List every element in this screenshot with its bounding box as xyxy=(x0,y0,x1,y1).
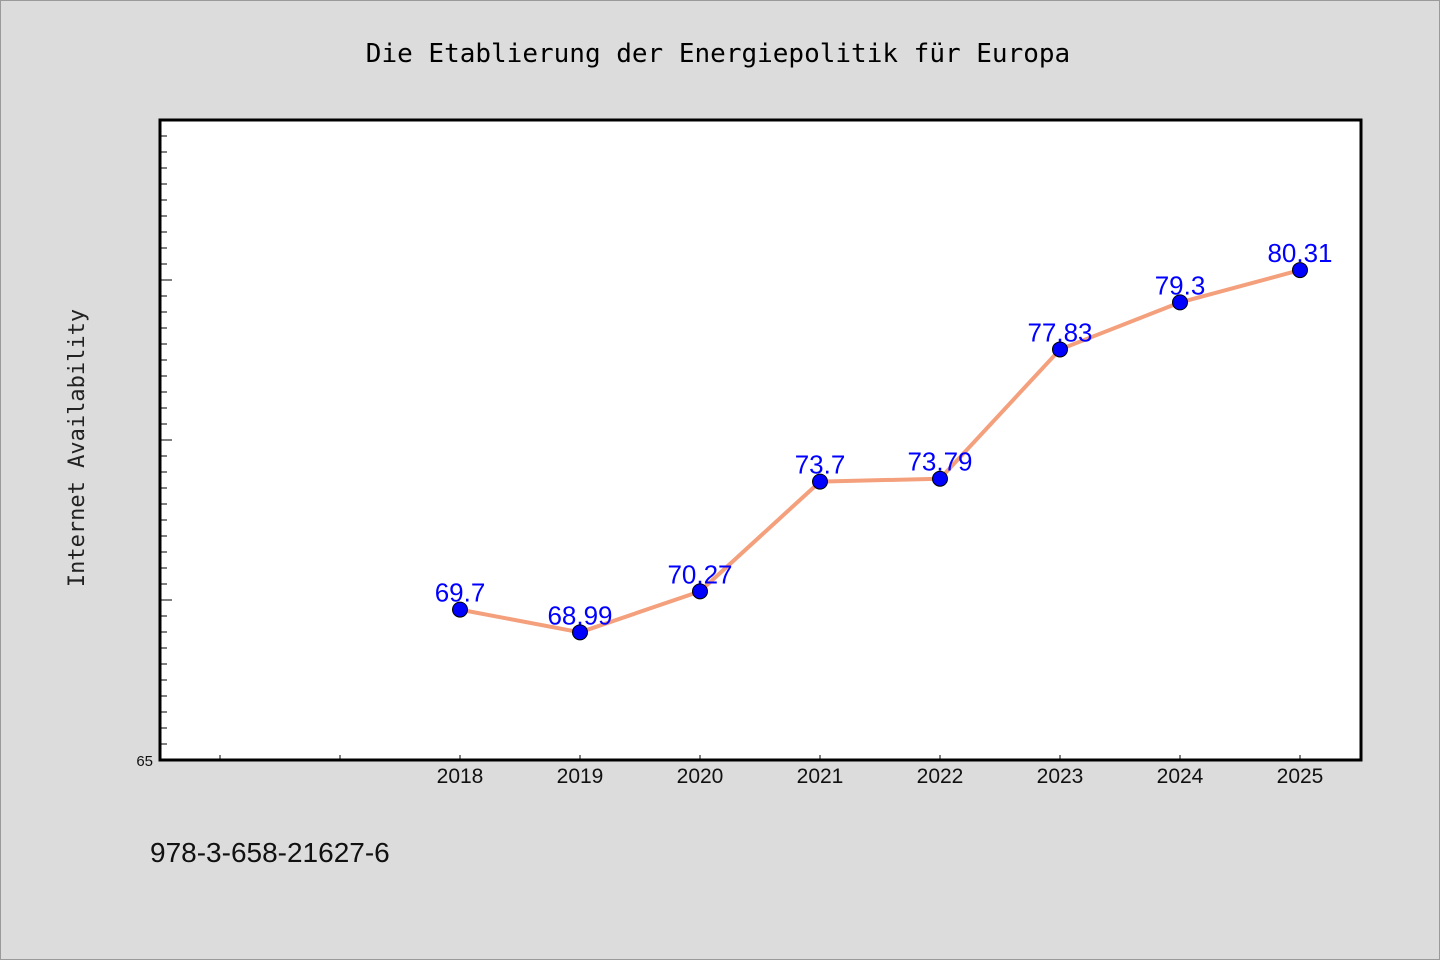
data-point xyxy=(1052,341,1068,358)
data-label: 73.7 xyxy=(795,450,846,480)
data-point xyxy=(692,583,708,600)
y-axis-ticks xyxy=(160,119,172,761)
plot-area xyxy=(158,118,1363,762)
data-label: 73.79 xyxy=(907,447,972,477)
x-tick-label: 2020 xyxy=(677,765,724,788)
data-label: 77.83 xyxy=(1027,317,1092,347)
x-axis-ticks: 2018 2019 2020 2021 2022 2023 2024 2025 xyxy=(219,755,1324,788)
x-tick-label: 2019 xyxy=(557,765,604,788)
data-point xyxy=(812,473,828,490)
x-tick-label: 2018 xyxy=(437,765,484,788)
data-point xyxy=(932,470,948,487)
x-tick-label: 2025 xyxy=(1277,765,1324,788)
data-point xyxy=(452,601,468,618)
series-group: 69.7 68.99 70.27 73.7 73.79 77.83 79.3 80.31 xyxy=(435,238,1333,641)
x-tick-label: 2023 xyxy=(1037,765,1084,788)
x-tick-label: 2022 xyxy=(917,765,964,788)
data-label: 79.3 xyxy=(1155,270,1206,300)
y-axis-label: Internet Availability xyxy=(65,309,90,587)
data-label: 70.27 xyxy=(667,559,732,589)
data-label: 69.7 xyxy=(435,578,486,608)
data-point xyxy=(1292,262,1308,279)
data-label: 68.99 xyxy=(547,600,612,630)
x-tick-label: 2021 xyxy=(797,765,844,788)
footer-isbn: 978-3-658-21627-6 xyxy=(150,837,390,868)
x-tick-label: 2024 xyxy=(1157,765,1204,788)
data-label: 80.31 xyxy=(1267,238,1332,268)
data-point xyxy=(1172,294,1188,311)
data-point xyxy=(572,624,588,641)
y-tick-label-min: 65 xyxy=(136,753,153,770)
chart-title: Die Etablierung der Energiepolitik für E… xyxy=(366,39,1070,69)
series-line xyxy=(458,268,1302,635)
